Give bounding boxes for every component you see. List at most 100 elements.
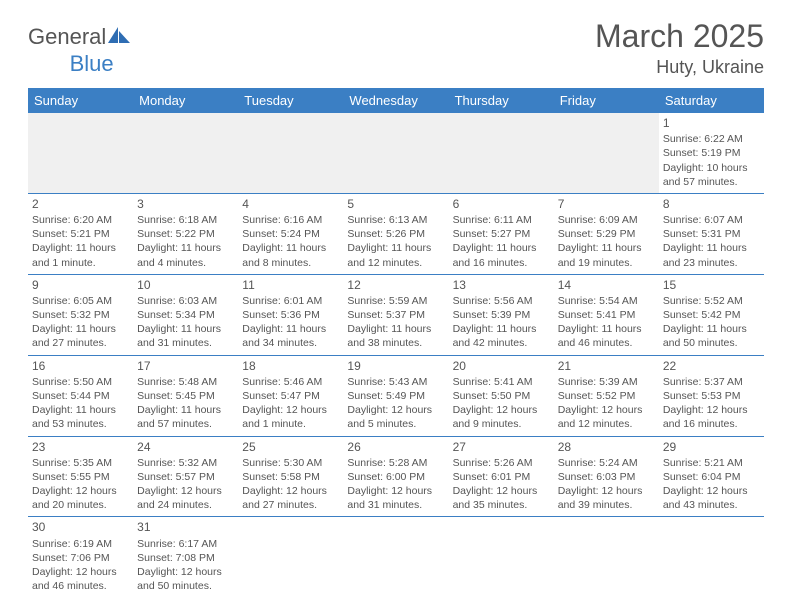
- day-number: 15: [663, 277, 760, 293]
- day-header: Thursday: [449, 88, 554, 113]
- cell-text: Sunset: 5:22 PM: [137, 227, 234, 241]
- cell-text: Sunset: 5:42 PM: [663, 308, 760, 322]
- cell-text: Daylight: 11 hours: [137, 241, 234, 255]
- cell-text: Sunrise: 5:32 AM: [137, 456, 234, 470]
- calendar-table: SundayMondayTuesdayWednesdayThursdayFrid…: [28, 88, 764, 597]
- cell-text: Daylight: 12 hours: [137, 484, 234, 498]
- calendar-cell: 28Sunrise: 5:24 AMSunset: 6:03 PMDayligh…: [554, 436, 659, 517]
- day-number: 19: [347, 358, 444, 374]
- calendar-cell: 25Sunrise: 5:30 AMSunset: 5:58 PMDayligh…: [238, 436, 343, 517]
- cell-text: Sunrise: 6:01 AM: [242, 294, 339, 308]
- calendar-cell: 19Sunrise: 5:43 AMSunset: 5:49 PMDayligh…: [343, 355, 448, 436]
- cell-text: Sunset: 5:29 PM: [558, 227, 655, 241]
- cell-text: Sunset: 5:45 PM: [137, 389, 234, 403]
- cell-text: Sunset: 5:39 PM: [453, 308, 550, 322]
- title-block: March 2025 Huty, Ukraine: [595, 18, 764, 78]
- calendar-cell: [449, 113, 554, 193]
- day-header: Wednesday: [343, 88, 448, 113]
- cell-text: Daylight: 11 hours: [558, 322, 655, 336]
- calendar-body: 1Sunrise: 6:22 AMSunset: 5:19 PMDaylight…: [28, 113, 764, 597]
- cell-text: Sunrise: 6:16 AM: [242, 213, 339, 227]
- cell-text: Sunrise: 5:21 AM: [663, 456, 760, 470]
- cell-text: and 31 minutes.: [347, 498, 444, 512]
- calendar-cell: 23Sunrise: 5:35 AMSunset: 5:55 PMDayligh…: [28, 436, 133, 517]
- cell-text: and 12 minutes.: [347, 256, 444, 270]
- cell-text: Daylight: 11 hours: [663, 322, 760, 336]
- calendar-cell: [238, 517, 343, 597]
- cell-text: Sunset: 5:58 PM: [242, 470, 339, 484]
- cell-text: Sunset: 5:57 PM: [137, 470, 234, 484]
- cell-text: Sunrise: 5:39 AM: [558, 375, 655, 389]
- calendar-cell: [343, 113, 448, 193]
- sail-icon: [106, 25, 132, 51]
- cell-text: Sunset: 7:06 PM: [32, 551, 129, 565]
- calendar-cell: 15Sunrise: 5:52 AMSunset: 5:42 PMDayligh…: [659, 274, 764, 355]
- cell-text: and 46 minutes.: [32, 579, 129, 593]
- day-number: 18: [242, 358, 339, 374]
- calendar-cell: 6Sunrise: 6:11 AMSunset: 5:27 PMDaylight…: [449, 193, 554, 274]
- cell-text: Daylight: 12 hours: [558, 403, 655, 417]
- cell-text: and 50 minutes.: [663, 336, 760, 350]
- cell-text: Sunset: 5:34 PM: [137, 308, 234, 322]
- cell-text: and 43 minutes.: [663, 498, 760, 512]
- cell-text: Daylight: 11 hours: [32, 322, 129, 336]
- cell-text: Daylight: 11 hours: [32, 241, 129, 255]
- calendar-cell: 17Sunrise: 5:48 AMSunset: 5:45 PMDayligh…: [133, 355, 238, 436]
- cell-text: Sunrise: 6:18 AM: [137, 213, 234, 227]
- cell-text: Sunrise: 6:03 AM: [137, 294, 234, 308]
- cell-text: Daylight: 11 hours: [242, 241, 339, 255]
- cell-text: Sunrise: 6:13 AM: [347, 213, 444, 227]
- cell-text: Daylight: 11 hours: [347, 322, 444, 336]
- calendar-cell: [343, 517, 448, 597]
- day-number: 7: [558, 196, 655, 212]
- cell-text: and 1 minute.: [32, 256, 129, 270]
- day-number: 13: [453, 277, 550, 293]
- cell-text: Sunrise: 6:20 AM: [32, 213, 129, 227]
- day-number: 10: [137, 277, 234, 293]
- cell-text: Daylight: 12 hours: [453, 484, 550, 498]
- cell-text: Sunrise: 5:52 AM: [663, 294, 760, 308]
- cell-text: Daylight: 11 hours: [32, 403, 129, 417]
- day-number: 3: [137, 196, 234, 212]
- day-number: 31: [137, 519, 234, 535]
- cell-text: Daylight: 11 hours: [558, 241, 655, 255]
- cell-text: Sunset: 5:47 PM: [242, 389, 339, 403]
- month-title: March 2025: [595, 18, 764, 55]
- cell-text: Daylight: 12 hours: [242, 403, 339, 417]
- cell-text: Daylight: 12 hours: [663, 403, 760, 417]
- day-number: 9: [32, 277, 129, 293]
- calendar-row: 9Sunrise: 6:05 AMSunset: 5:32 PMDaylight…: [28, 274, 764, 355]
- calendar-cell: 13Sunrise: 5:56 AMSunset: 5:39 PMDayligh…: [449, 274, 554, 355]
- cell-text: Sunrise: 5:48 AM: [137, 375, 234, 389]
- cell-text: Sunset: 5:24 PM: [242, 227, 339, 241]
- calendar-cell: 21Sunrise: 5:39 AMSunset: 5:52 PMDayligh…: [554, 355, 659, 436]
- day-number: 27: [453, 439, 550, 455]
- cell-text: and 5 minutes.: [347, 417, 444, 431]
- cell-text: Sunrise: 5:56 AM: [453, 294, 550, 308]
- day-number: 6: [453, 196, 550, 212]
- cell-text: Sunrise: 5:43 AM: [347, 375, 444, 389]
- cell-text: Sunset: 5:49 PM: [347, 389, 444, 403]
- cell-text: and 34 minutes.: [242, 336, 339, 350]
- cell-text: and 1 minute.: [242, 417, 339, 431]
- day-number: 11: [242, 277, 339, 293]
- cell-text: Sunrise: 6:11 AM: [453, 213, 550, 227]
- day-header: Monday: [133, 88, 238, 113]
- cell-text: Sunset: 5:44 PM: [32, 389, 129, 403]
- day-number: 22: [663, 358, 760, 374]
- cell-text: Daylight: 11 hours: [347, 241, 444, 255]
- calendar-cell: 3Sunrise: 6:18 AMSunset: 5:22 PMDaylight…: [133, 193, 238, 274]
- calendar-cell: 9Sunrise: 6:05 AMSunset: 5:32 PMDaylight…: [28, 274, 133, 355]
- cell-text: and 16 minutes.: [663, 417, 760, 431]
- cell-text: Sunset: 5:50 PM: [453, 389, 550, 403]
- calendar-cell: 16Sunrise: 5:50 AMSunset: 5:44 PMDayligh…: [28, 355, 133, 436]
- day-number: 2: [32, 196, 129, 212]
- day-number: 28: [558, 439, 655, 455]
- day-number: 25: [242, 439, 339, 455]
- calendar-row: 30Sunrise: 6:19 AMSunset: 7:06 PMDayligh…: [28, 517, 764, 597]
- cell-text: Daylight: 12 hours: [347, 484, 444, 498]
- cell-text: and 4 minutes.: [137, 256, 234, 270]
- calendar-cell: 2Sunrise: 6:20 AMSunset: 5:21 PMDaylight…: [28, 193, 133, 274]
- calendar-cell: 27Sunrise: 5:26 AMSunset: 6:01 PMDayligh…: [449, 436, 554, 517]
- cell-text: Daylight: 12 hours: [558, 484, 655, 498]
